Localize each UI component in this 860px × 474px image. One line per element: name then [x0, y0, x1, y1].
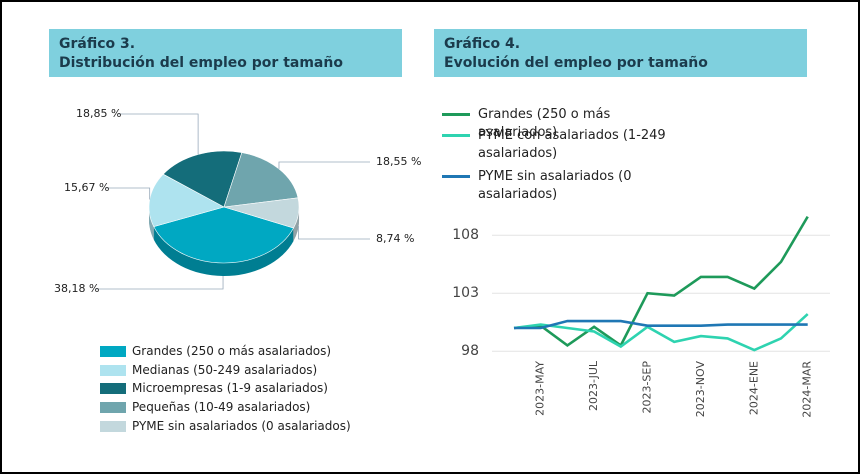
x-tick-label: 2023-MAY: [534, 361, 547, 416]
leader-line: [298, 226, 370, 240]
legend-swatch: [100, 402, 126, 414]
legend-item: Microempresas (1-9 asalariados): [100, 381, 328, 395]
legend-item: Medianas (50-249 asalariados): [100, 363, 317, 377]
data-label: 8,74 %: [376, 232, 414, 245]
legend-swatch: [100, 383, 126, 395]
legend-item: PYME con asalariados (1-249 asalariados): [442, 127, 677, 163]
legend-label: Grandes (250 o más asalariados): [132, 344, 332, 358]
legend-label: PYME sin asalariados (0 asalariados): [132, 418, 351, 433]
chart-title: Gráfico 3.: [59, 36, 136, 52]
slice: [223, 197, 300, 229]
header-box: Gráfico 3. Distribución del empleo por t…: [49, 29, 402, 77]
x-tick-label: 2023-JUL: [587, 360, 600, 411]
chart-subtitle: Evolución del empleo por tamaño: [444, 55, 708, 71]
legend-item: PYME sin asalariados (0 asalariados): [442, 168, 677, 204]
y-tick-label: 103: [452, 285, 479, 301]
legend-line: [442, 134, 470, 137]
legend-label: Grandes (250 o más asalariados): [478, 107, 611, 140]
data-label: 38,18 %: [54, 282, 99, 295]
slice: [223, 152, 299, 208]
slice: [148, 173, 225, 228]
chart-title: Gráfico 4.: [444, 36, 521, 52]
slice: [153, 206, 294, 264]
legend-swatch: [100, 364, 126, 376]
legend-swatch: [100, 346, 126, 357]
data-label: 15,67 %: [64, 181, 109, 194]
x-tick-label: 2023-NOV: [694, 361, 707, 418]
legend-label: PYME sin asalariados (0 asalariados): [478, 169, 632, 202]
leader-line: [278, 161, 370, 169]
slice: [162, 150, 243, 208]
series-line: [514, 319, 808, 330]
header-box: Gráfico 4. Evolución del empleo por tama…: [434, 29, 807, 77]
x-tick-label: 2024-MAR: [801, 361, 814, 418]
data-label: 18,55 %: [376, 155, 421, 168]
series-line: [513, 313, 809, 352]
legend-item: PYME sin asalariados (0 asalariados): [100, 419, 351, 433]
leader-line: [118, 113, 199, 155]
legend-label: Pequeñas (10-49 asalariados): [132, 400, 311, 415]
legend-item: Grandes (250 o más asalariados): [442, 106, 677, 142]
legend-label: Medianas (50-249 asalariados): [132, 362, 318, 377]
legend-swatch: [100, 420, 126, 432]
leader-line: [96, 275, 224, 290]
y-tick-label: 98: [461, 343, 479, 359]
x-tick-label: 2023-SEP: [641, 361, 654, 414]
y-tick-label: 108: [452, 227, 479, 243]
legend-item: Grandes (250 o más asalariados): [100, 344, 331, 358]
series-line: [513, 215, 809, 348]
legend-line: [442, 113, 470, 116]
legend-label: PYME con asalariados (1-249 asalariados): [478, 128, 666, 161]
x-tick-label: 2024-ENE: [747, 361, 760, 415]
legend-item: Pequeñas (10-49 asalariados): [100, 400, 310, 414]
legend-label: Microempresas (1-9 asalariados): [132, 381, 328, 396]
chart-subtitle: Distribución del empleo por tamaño: [59, 55, 343, 71]
leader-line: [106, 187, 151, 200]
legend-line: [442, 175, 470, 178]
data-label: 18,85 %: [76, 107, 121, 120]
